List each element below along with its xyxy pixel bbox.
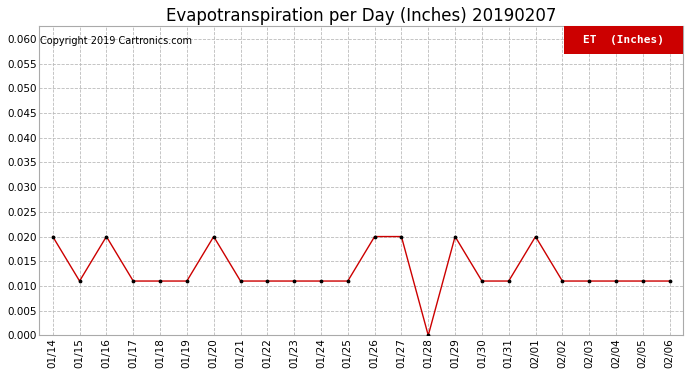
Text: Copyright 2019 Cartronics.com: Copyright 2019 Cartronics.com — [40, 36, 192, 46]
Title: Evapotranspiration per Day (Inches) 20190207: Evapotranspiration per Day (Inches) 2019… — [166, 7, 556, 25]
